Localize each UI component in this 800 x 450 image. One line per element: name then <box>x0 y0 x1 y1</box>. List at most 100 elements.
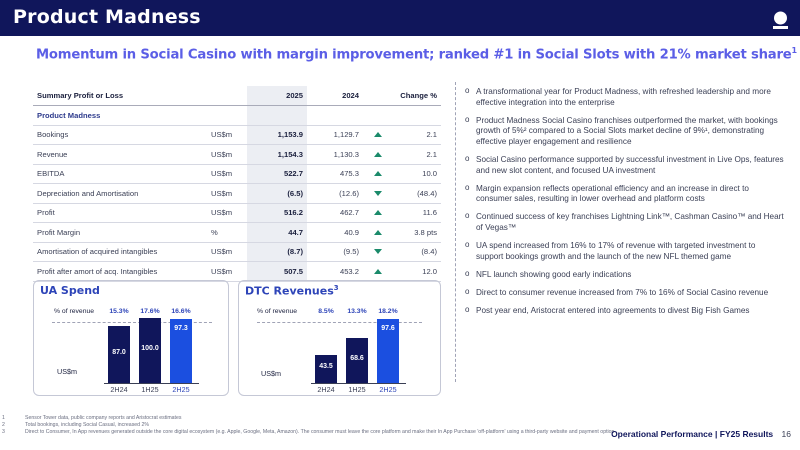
header-label: Summary Profit or Loss <box>33 86 207 106</box>
unit-label: US$m <box>261 369 281 378</box>
table-row: EBITDA US$m 522.7 475.3 10.0 <box>33 164 441 184</box>
bar-value-label: 43.5 <box>319 363 333 370</box>
row-value-2025: 44.7 <box>247 222 307 243</box>
row-change: 3.8 pts <box>393 222 441 243</box>
header-arrow <box>363 86 393 106</box>
chart-title: UA Spend <box>40 284 100 297</box>
row-value-2024: 453.2 <box>307 261 363 282</box>
chart-bar <box>108 326 130 383</box>
row-label: Profit <box>33 203 207 223</box>
row-label: Profit after amort of acq. Intangibles <box>33 261 207 282</box>
row-change: 11.6 <box>393 203 441 223</box>
chart-title-footnote-ref: 3 <box>333 284 339 292</box>
row-value-2024: 1,129.7 <box>307 125 363 145</box>
table-row: Depreciation and Amortisation US$m (6.5) (1… <box>33 183 441 204</box>
header-2024: 2024 <box>307 86 363 106</box>
row-trend <box>363 203 393 223</box>
bullet-item: Post year end, Aristocrat entered into a… <box>465 305 785 317</box>
row-change: 2.1 <box>393 144 441 165</box>
section-label: Product Madness <box>33 105 207 126</box>
subtitle-text: Momentum in Social Casino with margin im… <box>36 47 792 63</box>
bullet-item: NFL launch showing good early indication… <box>465 269 785 281</box>
table-section-row: Product Madness <box>33 105 441 126</box>
bullet-item: Social Casino performance supported by s… <box>465 154 785 176</box>
pct-value: 15.3% <box>109 308 129 315</box>
arrow-up-icon <box>374 171 382 177</box>
arrow-up-icon <box>374 229 382 235</box>
chart-bar <box>377 319 399 383</box>
row-label: Bookings <box>33 125 207 145</box>
footnote-item: 3 Direct to Consumer, In App revenues gen… <box>2 429 722 436</box>
row-value-2024: 462.7 <box>307 203 363 223</box>
bullet-item: Continued success of key franchises Ligh… <box>465 211 785 233</box>
row-unit: US$m <box>207 261 247 282</box>
arrow-up-icon <box>374 210 382 216</box>
row-trend <box>363 125 393 145</box>
table-header-row: Summary Profit or Loss 2025 2024 Change … <box>33 86 441 106</box>
row-value-2024: 40.9 <box>307 222 363 243</box>
row-trend <box>363 164 393 184</box>
row-change: 2.1 <box>393 125 441 145</box>
chart-title: DTC Revenues3 <box>245 284 339 298</box>
row-value-2025: 1,153.9 <box>247 125 307 145</box>
footer: Operational Performance | FY25 Results 1… <box>611 429 791 439</box>
subtitle-footnote-ref: 1 <box>791 46 798 55</box>
row-value-2025: 522.7 <box>247 164 307 184</box>
category-label: 1H25 <box>141 385 159 394</box>
unit-label: US$m <box>57 367 77 376</box>
table-row: Revenue US$m 1,154.3 1,130.3 2.1 <box>33 144 441 165</box>
category-label: 2H24 <box>110 385 128 394</box>
header-unit <box>207 86 247 106</box>
pct-value: 13.3% <box>347 308 367 315</box>
arrow-down-icon <box>374 249 382 255</box>
footnote-number: 3 <box>2 429 5 435</box>
bar-value-label: 68.6 <box>350 354 364 362</box>
pct-value: 17.6% <box>140 308 160 315</box>
footnote-text: Direct to Consumer, In App revenues gene… <box>25 429 615 435</box>
row-trend <box>363 183 393 204</box>
pct-divider-line <box>257 322 422 323</box>
table-row: Profit US$m 516.2 462.7 11.6 <box>33 203 441 223</box>
row-unit: US$m <box>207 164 247 184</box>
arrow-up-icon <box>374 132 382 138</box>
row-trend <box>363 261 393 282</box>
footer-section: Operational Performance <box>611 429 713 439</box>
row-value-2024: 1,130.3 <box>307 144 363 165</box>
footnote-text: Sensor Tower data, public company report… <box>25 415 182 421</box>
row-unit: US$m <box>207 125 247 145</box>
category-label: 2H25 <box>172 385 190 394</box>
dtc-revenues-chart-panel: DTC Revenues3 % of revenue 8.5% 43.5 2H24 13.… <box>238 280 441 396</box>
bar-value-label: 87.0 <box>112 348 126 356</box>
category-label: 2H24 <box>317 385 335 394</box>
slide-subtitle: Momentum in Social Casino with margin im… <box>36 46 797 62</box>
row-value-2024: 475.3 <box>307 164 363 184</box>
chart-bar <box>315 355 337 383</box>
bullet-item: Product Madness Social Casino franchises… <box>465 115 785 148</box>
footnote-item: 1 Sensor Tower data, public company repor… <box>2 415 722 422</box>
pct-value: 8.5% <box>318 308 334 315</box>
summary-profit-loss-table: Summary Profit or Loss 2025 2024 Change … <box>33 86 441 282</box>
row-unit: US$m <box>207 144 247 165</box>
bullet-item: Direct to consumer revenue increased fro… <box>465 287 785 299</box>
table-row: Profit after amort of acq. Intangibles US… <box>33 261 441 282</box>
header-change: Change % <box>393 86 441 106</box>
pct-value: 18.2% <box>378 308 398 315</box>
footnote-item: 2 Total bookings, including Social Casual… <box>2 422 722 429</box>
bullet-item: Margin expansion reflects operational ef… <box>465 183 785 205</box>
row-trend <box>363 242 393 262</box>
chart-title-text: UA Spend <box>40 284 100 297</box>
pct-value: 16.6% <box>171 308 191 315</box>
table-row: Profit Margin% 44.7 40.9 3.8 pts <box>33 222 441 243</box>
commentary-bullets: A transformational year for Product Madn… <box>465 86 785 324</box>
table-row: Amortisation of acquired intangibles US$m… <box>33 242 441 262</box>
header-bar: Product Madness <box>0 0 800 36</box>
row-value-2025: (6.5) <box>247 183 307 204</box>
row-label: Depreciation and Amortisation <box>33 183 207 204</box>
arrow-up-icon <box>374 151 382 157</box>
row-label: EBITDA <box>33 164 207 184</box>
row-value-2024: (9.5) <box>307 242 363 262</box>
category-label: 2H25 <box>379 385 397 394</box>
row-unit: % <box>207 222 247 243</box>
table-row: Bookings US$m 1,153.9 1,129.7 2.1 <box>33 125 441 145</box>
arrow-down-icon <box>374 190 382 196</box>
